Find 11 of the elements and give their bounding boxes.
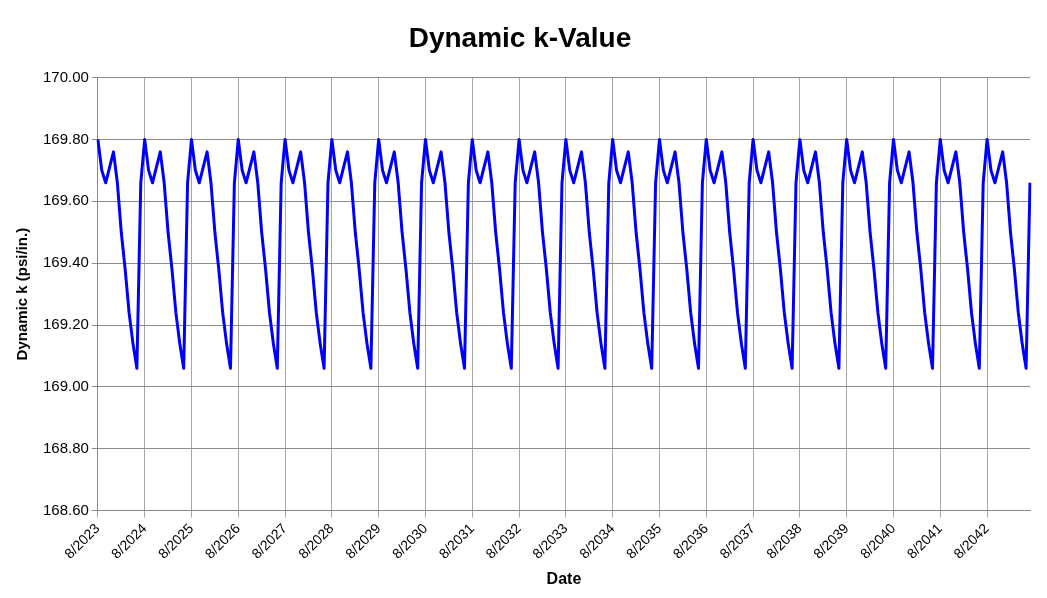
y-tick-label: 168.80 [42, 438, 89, 456]
y-tick-label: 169.80 [42, 129, 89, 147]
y-tick-label: 170.00 [42, 67, 89, 85]
y-tick-label: 169.40 [42, 253, 89, 271]
x-axis-title: Date [546, 569, 582, 587]
y-tick-label: 169.00 [42, 377, 89, 395]
y-axis-title: Dynamic k (psi/in.) [13, 227, 31, 361]
y-tick-label: 168.60 [42, 500, 89, 518]
y-tick-label: 169.20 [42, 315, 89, 333]
chart-title: Dynamic k-Value [408, 21, 632, 53]
y-tick-label: 169.60 [42, 191, 89, 209]
